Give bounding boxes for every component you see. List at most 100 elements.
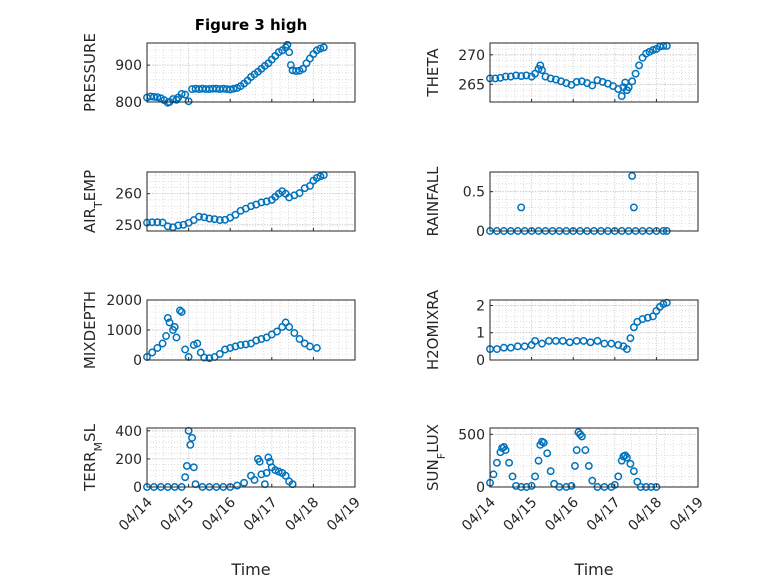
axes-box [146,42,356,103]
data-points [486,42,671,101]
plot-area [490,300,698,360]
data-point [520,342,529,351]
data-point [181,345,190,354]
x-tick-label: 04/18 [282,495,322,535]
data-point [252,336,261,345]
data-point [262,197,271,206]
x-tick-label: 04/18 [625,495,665,535]
plot-area [490,172,698,231]
axes-box [489,42,699,103]
data-point [189,216,198,225]
y-axis-label: TERRMSL [81,423,105,492]
data-point [215,350,224,358]
data-point [292,67,301,75]
data-point [522,71,531,80]
data-point [236,341,245,349]
data-point [577,432,586,441]
data-point [626,459,635,468]
data-point [628,77,637,86]
data-point [543,449,552,458]
data-point [273,327,281,336]
data-point [193,339,202,348]
y-tick-label: 400 [115,424,142,440]
minor-grid [147,428,355,488]
y-axis-label: PRESSURE [81,33,99,112]
data-point [231,342,240,351]
minor-grid [490,42,698,103]
data-point [257,470,266,479]
data-point [148,218,157,227]
y-axis-label: THETA [424,48,442,98]
data-point [570,461,579,470]
data-point [182,461,191,470]
data-point [572,446,581,455]
y-axis-label: MIXDEPTH [81,291,99,369]
data-point [170,323,179,331]
y-axis-label: H2OMIXRA [424,289,442,370]
data-point [177,308,186,316]
data-point [240,478,249,487]
data-point [162,332,171,340]
data-point [196,348,205,357]
data-point [492,345,501,354]
data-point [539,438,548,447]
x-tick-label: 04/19 [324,495,364,535]
data-point [174,221,183,230]
y-tick-label: 500 [458,427,485,443]
data-point [546,74,555,83]
data-point [491,74,500,83]
data-point [492,458,501,467]
data-points [486,298,671,354]
data-points [143,306,321,363]
data-point [633,477,642,486]
data-point [163,222,172,231]
data-point [517,203,526,212]
data-point [579,336,588,345]
data-point [626,334,635,343]
x-tick-label: 04/14 [459,494,499,534]
panel-terr-msl: 0 200 400 04/14 04/15 04/16 04/17 04/18 04/19 TER… [81,423,364,534]
data-point [648,312,657,321]
data-point [316,172,325,181]
data-point [172,333,181,342]
axes-box [146,427,356,488]
x-tick-label: 04/16 [542,494,582,534]
data-point [531,336,540,345]
data-point [295,335,304,343]
data-point [534,456,543,465]
data-point [538,339,546,348]
y-tick-label: 900 [115,58,142,74]
data-point [200,353,209,362]
data-point [610,480,619,489]
data-point [285,48,294,57]
y-tick-label: 800 [115,95,142,111]
data-point [319,43,328,52]
data-point [617,92,626,101]
data-point [506,343,515,352]
data-point [148,348,157,357]
data-point [188,433,197,442]
data-point [508,472,517,481]
data-point [501,446,510,455]
data-point [558,336,567,345]
data-point [496,73,505,82]
x-tick-label: 04/15 [158,495,198,535]
data-point [312,344,321,352]
data-point [622,453,631,462]
data-point [158,218,167,227]
data-point [233,481,242,490]
data-point [221,345,229,354]
axes-box [489,427,699,488]
data-point [257,198,266,207]
data-point [281,471,290,480]
data-point [158,339,167,348]
minor-grid [490,428,698,488]
data-point [255,457,264,466]
data-point [538,66,546,75]
data-point [593,336,602,345]
data-point [576,430,585,439]
data-point [153,93,162,102]
data-point [189,463,198,472]
data-point [215,216,224,225]
